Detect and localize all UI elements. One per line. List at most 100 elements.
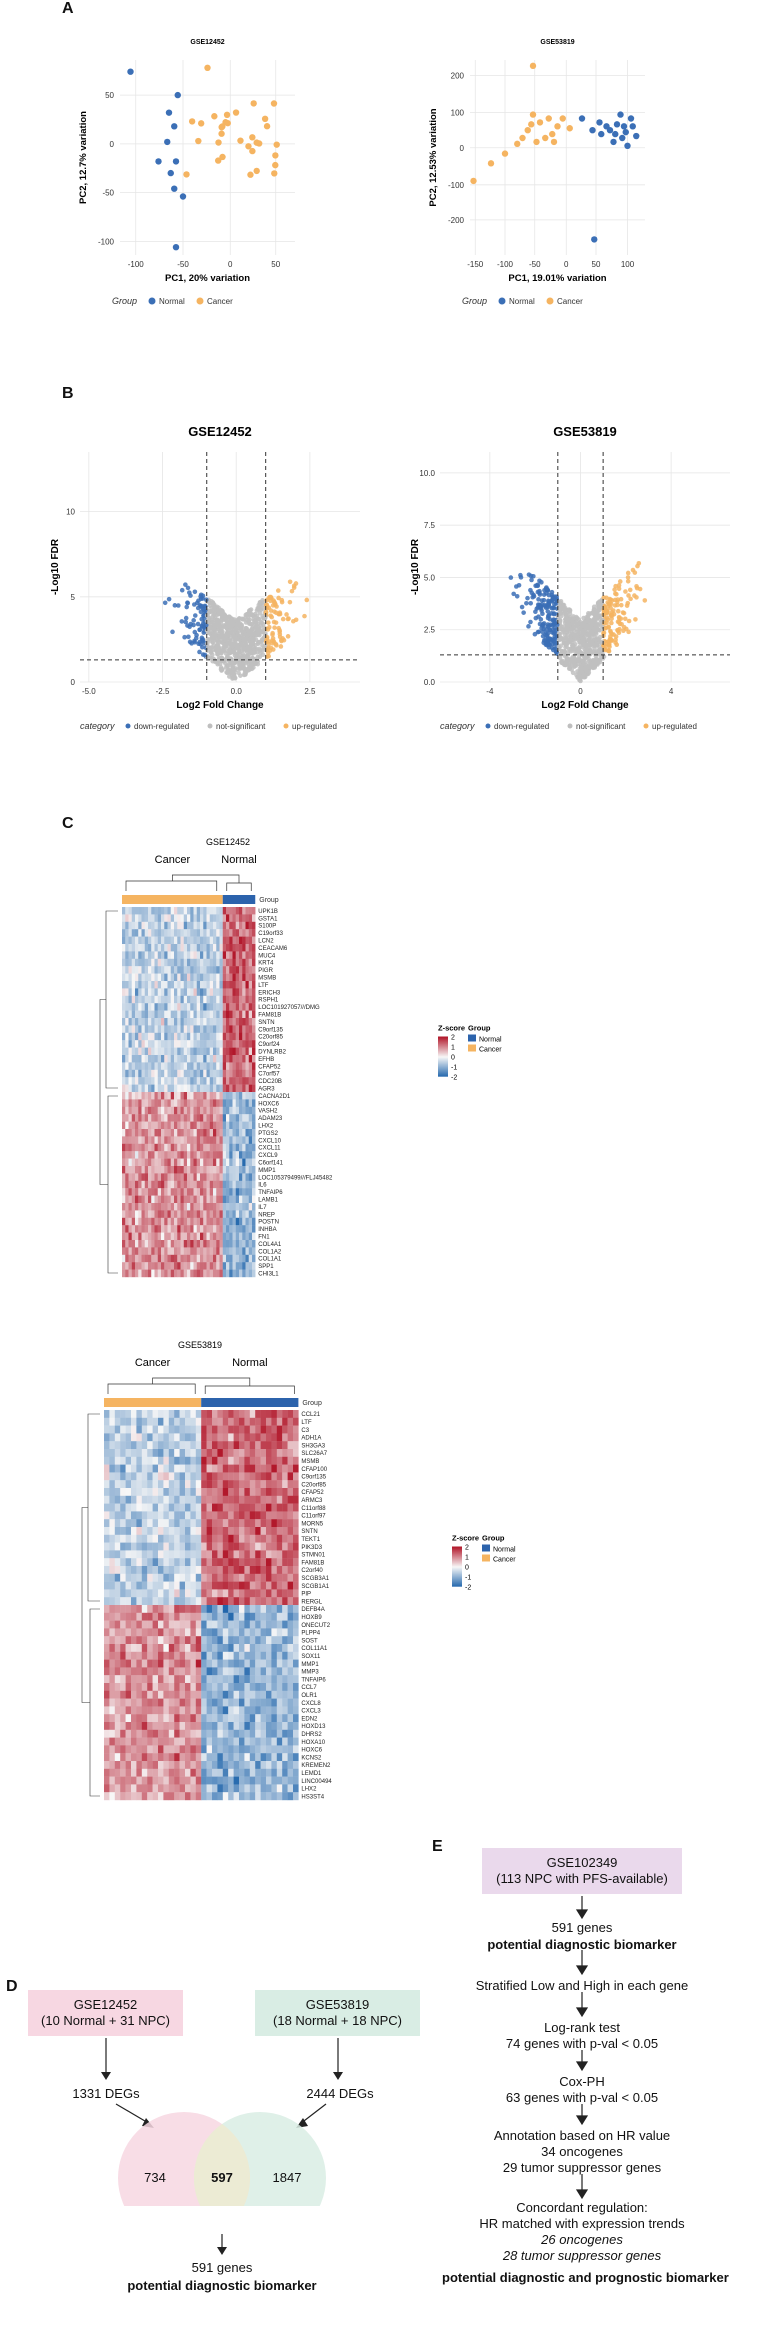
dendrogram-normal — [204, 1385, 295, 1394]
heatmap-cell — [242, 929, 246, 937]
heatmap-cell — [174, 973, 178, 982]
heatmap-cell — [239, 1534, 245, 1543]
y-tick-label: 0.0 — [424, 678, 436, 687]
zscore-gradient — [438, 1045, 448, 1047]
heatmap-cell — [255, 1433, 261, 1442]
heatmap-cell — [232, 1151, 236, 1159]
heatmap-cell — [244, 1441, 250, 1450]
heatmap-gene-label: PTGS2 — [258, 1131, 278, 1137]
heatmap-cell — [209, 929, 214, 937]
heatmap-cell — [209, 1032, 214, 1041]
heatmap-cell — [196, 988, 201, 996]
heatmap-cell — [148, 1232, 152, 1241]
heatmap-cell — [242, 1217, 246, 1226]
heatmap-cell — [174, 1210, 178, 1218]
heatmap-cell — [255, 1573, 261, 1582]
heatmap-cell — [203, 1269, 207, 1278]
volcano-point-ns — [556, 637, 562, 642]
heatmap-cell — [185, 1464, 191, 1473]
heatmap-gene-label: C7orf57 — [258, 1072, 280, 1078]
heatmap-cell — [252, 1262, 256, 1270]
heatmap-cell — [122, 1084, 126, 1093]
pca-point-normal — [155, 158, 162, 165]
heatmap-cell — [229, 988, 233, 996]
heatmap-cell — [125, 1581, 132, 1590]
heatmap-cell — [219, 907, 223, 915]
heatmap-cell — [128, 1195, 132, 1204]
heatmap-cell — [122, 1040, 126, 1048]
heatmap-cell — [196, 944, 201, 952]
heatmap-cell — [174, 1534, 180, 1543]
heatmap-cell — [148, 1047, 152, 1056]
heatmap-cell — [131, 1441, 137, 1450]
pca-point-cancer — [529, 111, 537, 118]
heatmap-cell — [245, 1069, 249, 1078]
volcano-point-up — [625, 575, 631, 580]
heatmap-cell — [232, 1010, 236, 1019]
heatmap-cell — [141, 1084, 145, 1093]
heatmap-cell — [179, 1550, 186, 1559]
heatmap-cell — [120, 1433, 126, 1442]
heatmap-cell — [190, 1217, 194, 1226]
heatmap-cell — [164, 1136, 168, 1144]
heatmap-cell — [177, 1225, 181, 1233]
heatmap-cell — [200, 1062, 204, 1070]
heatmap-cell — [271, 1472, 277, 1481]
x-tick-label: 4 — [669, 687, 674, 696]
heatmap-cell — [222, 1472, 229, 1481]
heatmap-cell — [235, 1173, 240, 1181]
pca-point-normal — [610, 138, 617, 146]
heatmap-cell — [168, 1542, 175, 1551]
heatmap-cell — [128, 1010, 132, 1019]
heatmap-cell — [157, 1240, 162, 1248]
heatmap-cell — [138, 1254, 142, 1263]
heatmap-cell — [222, 995, 227, 1004]
heatmap-cell — [213, 1062, 217, 1070]
heatmap-cell — [203, 1136, 207, 1144]
heatmap-cell — [206, 1040, 210, 1048]
heatmap-cell — [235, 914, 240, 922]
heatmap-cell — [239, 1136, 243, 1144]
heatmap-cell — [141, 1032, 145, 1041]
heatmap-cell — [180, 951, 184, 959]
heatmap-cell — [125, 981, 129, 989]
heatmap-cell — [213, 1217, 217, 1226]
heatmap-cell — [233, 1410, 240, 1418]
heatmap-cell — [219, 929, 223, 937]
heatmap-cell — [151, 1203, 155, 1211]
heatmap-cell — [170, 1010, 175, 1019]
heatmap-cell — [138, 966, 142, 974]
heatmap-cell — [180, 1121, 184, 1130]
heatmap-cell — [177, 1173, 181, 1181]
volcano-point-down — [552, 630, 558, 635]
heatmap-cell — [232, 1084, 236, 1093]
heatmap-cell — [212, 1417, 218, 1426]
heatmap-cell — [219, 1217, 223, 1226]
heatmap-cell — [180, 1262, 184, 1270]
heatmap-cell — [163, 1503, 169, 1512]
heatmap-cell — [229, 1188, 233, 1196]
heatmap-cell — [228, 1441, 234, 1450]
heatmap-cell — [233, 1519, 240, 1528]
heatmap-cell — [216, 1188, 220, 1196]
heatmap-cell — [125, 1018, 129, 1026]
heatmap-cell — [168, 1449, 175, 1457]
heatmap-cell — [161, 1121, 165, 1130]
heatmap-cell — [125, 1488, 132, 1496]
zscore-gradient — [438, 1062, 448, 1064]
heatmap-cell — [170, 1203, 175, 1211]
heatmap-cell — [196, 1010, 201, 1019]
heatmap-cell — [148, 1158, 152, 1167]
heatmap-cell — [282, 1417, 288, 1426]
heatmap-cell — [164, 1069, 168, 1078]
heatmap-cell — [209, 988, 214, 996]
heatmap-cell — [141, 1158, 145, 1167]
heatmap-cell — [154, 1121, 158, 1130]
heatmap-cell — [174, 1488, 180, 1496]
heatmap-cell — [190, 973, 194, 982]
x-tick-label: 50 — [271, 260, 280, 269]
heatmap-cell — [242, 966, 246, 974]
heatmap-cell — [168, 1503, 175, 1512]
heatmap-cell — [174, 1542, 180, 1551]
heatmap-cell — [138, 1240, 142, 1248]
